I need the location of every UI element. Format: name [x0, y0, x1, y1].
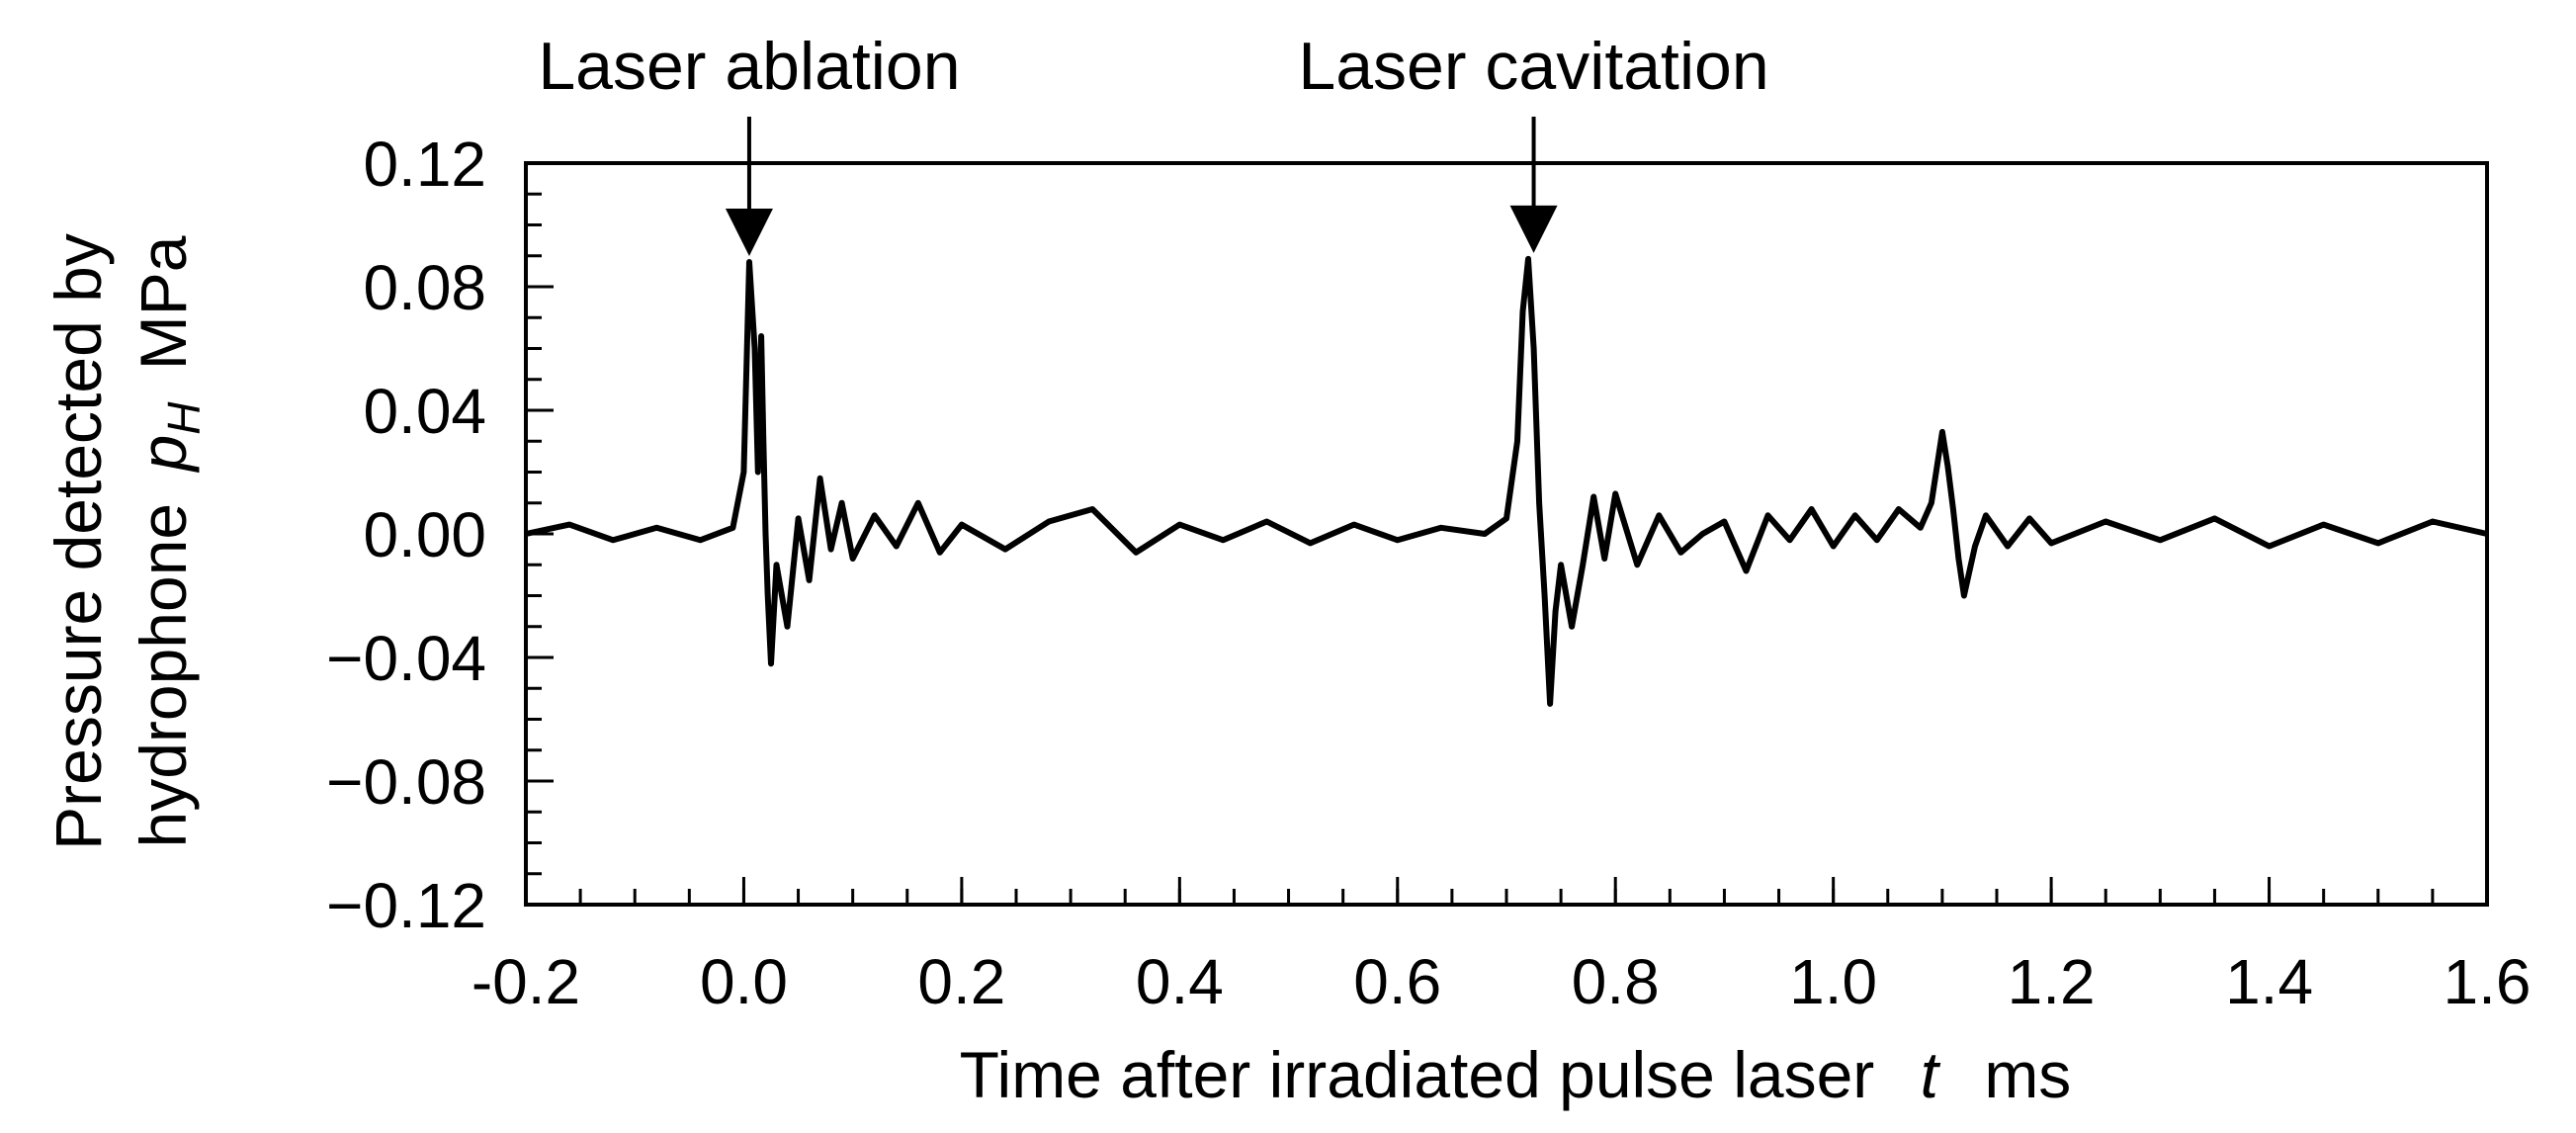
annotation-arrow-head	[1509, 205, 1558, 253]
x-tick-label: 1.0	[1789, 946, 1877, 1017]
plot-frame	[524, 161, 2489, 907]
x-tick-label: -0.2	[472, 946, 580, 1017]
y-tick-label: −0.08	[326, 746, 486, 818]
x-tick-label: 0.4	[1136, 946, 1224, 1017]
x-axis-symbol: t	[1921, 1038, 1941, 1111]
y-axis-title-line2: hydrophone pH MPa	[127, 235, 214, 847]
x-tick-label: 0.8	[1572, 946, 1660, 1017]
x-tick-label: 0.0	[700, 946, 788, 1017]
x-axis-title-text: Time after irradiated pulse laser	[960, 1038, 1875, 1111]
y-axis-title-line1: Pressure detected by	[42, 233, 115, 850]
annotation-label: Laser cavitation	[1298, 29, 1768, 104]
x-tick-label: 1.4	[2225, 946, 2313, 1017]
y-axis-title-line2-text: hydrophone	[127, 503, 200, 848]
annotation-label: Laser ablation	[538, 29, 960, 104]
x-tick-label: 0.6	[1353, 946, 1441, 1017]
y-axis-symbol: p	[127, 435, 200, 474]
y-axis-unit: MPa	[127, 235, 200, 370]
x-axis-unit: ms	[1984, 1038, 2071, 1111]
major-ticks	[524, 161, 2489, 907]
x-tick-label: 1.2	[2008, 946, 2096, 1017]
y-tick-label: −0.12	[326, 870, 486, 941]
series-line	[525, 255, 2488, 707]
y-tick-label: 0.12	[363, 129, 486, 200]
x-axis-title: Time after irradiated pulse laser t ms	[960, 1038, 2072, 1111]
y-axis-title: Pressure detected by hydrophone pH MPa	[42, 233, 214, 850]
tick-labels: -0.2 0.0 0.2 0.4 0.6 0.8 1.0 1.2 1.4 1.6 0.12 0.08 0…	[326, 129, 2531, 1017]
y-tick-label: 0.00	[363, 499, 486, 570]
series	[525, 255, 2488, 707]
y-tick-label: 0.08	[363, 252, 486, 323]
y-tick-label: −0.04	[326, 623, 486, 694]
x-tick-label: 1.6	[2444, 946, 2532, 1017]
y-tick-label: 0.04	[363, 376, 486, 447]
annotations: Laser ablation Laser cavitation	[538, 29, 1769, 256]
annotation-arrow-head	[725, 209, 773, 256]
x-tick-label: 0.2	[917, 946, 1005, 1017]
y-axis-subscript: H	[158, 401, 210, 435]
